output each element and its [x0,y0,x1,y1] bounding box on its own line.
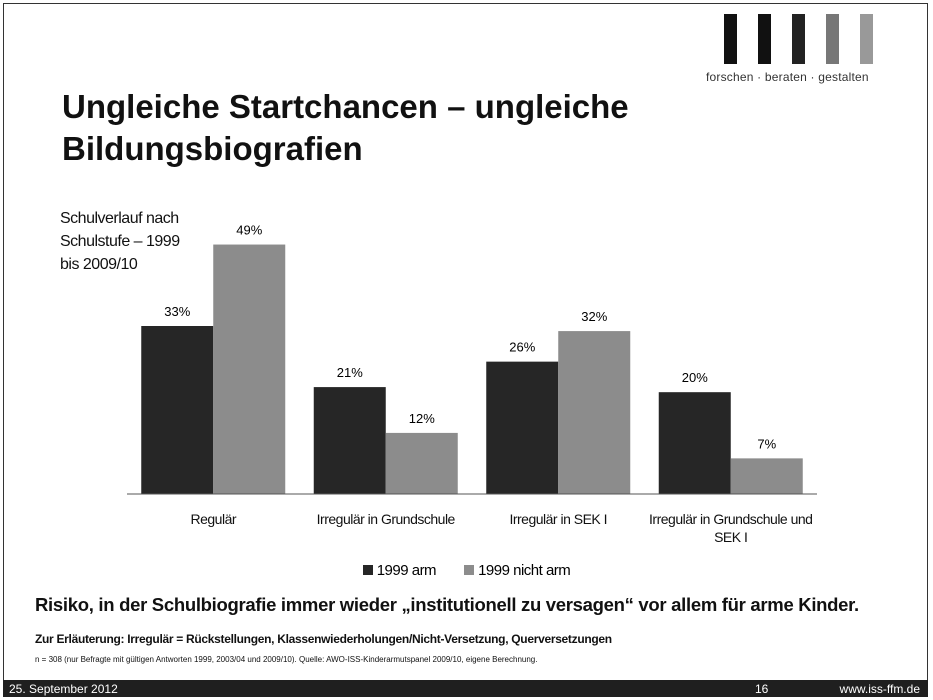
bar [558,331,631,494]
value-label: 21% [337,365,363,380]
explanation: Zur Erläuterung: Irregulär = Rückstellun… [35,632,612,646]
bar [730,458,803,494]
x-tick-label: Irregulär in Grundschule [316,511,456,527]
legend-label: 1999 arm [376,562,437,579]
bar [141,326,214,494]
chart: 33% 49% 21% 12% 26% 32% 20% 7% [127,223,817,495]
value-label: 7% [757,436,776,451]
legend-item: 1999 nicht arm [464,562,571,579]
value-label: 20% [682,370,708,385]
x-tick-label: Regulär [190,511,237,527]
bar [313,387,386,494]
source: n = 308 (nur Befragte mit gültigen Antwo… [35,655,538,664]
logo [724,14,873,64]
bar [385,432,458,494]
bar [486,361,559,494]
bar [658,392,731,494]
footer-url: www.iss-ffm.de [839,682,920,696]
legend-item: 1999 arm [362,562,437,579]
legend: 1999 arm 1999 nicht arm [0,562,933,579]
footer: 25. September 2012 16 www.iss-ffm.de [3,680,928,697]
bar [213,244,286,494]
value-label: 33% [164,304,190,319]
value-label: 32% [581,309,607,324]
headline: Risiko, in der Schulbiografie immer wied… [35,594,859,615]
chart-title: Ungleiche Startchancen – ungleiche Bildu… [62,88,629,167]
value-label: 26% [509,340,535,355]
chart-subtitle: Schulverlauf nach Schulstufe – 1999 bis … [60,210,180,273]
x-tick-label: Irregulär in Grundschule und SEK I [649,511,813,545]
page-number: 16 [755,682,769,696]
logo-tagline: forschen · beraten · gestalten [706,70,869,84]
legend-swatch [362,565,373,575]
value-label: 49% [236,223,262,238]
footer-date: 25. September 2012 [9,682,118,696]
legend-swatch [464,565,475,575]
x-tick-label: Irregulär in SEK I [509,511,608,527]
legend-label: 1999 nicht arm [478,562,571,579]
value-label: 12% [409,411,435,426]
